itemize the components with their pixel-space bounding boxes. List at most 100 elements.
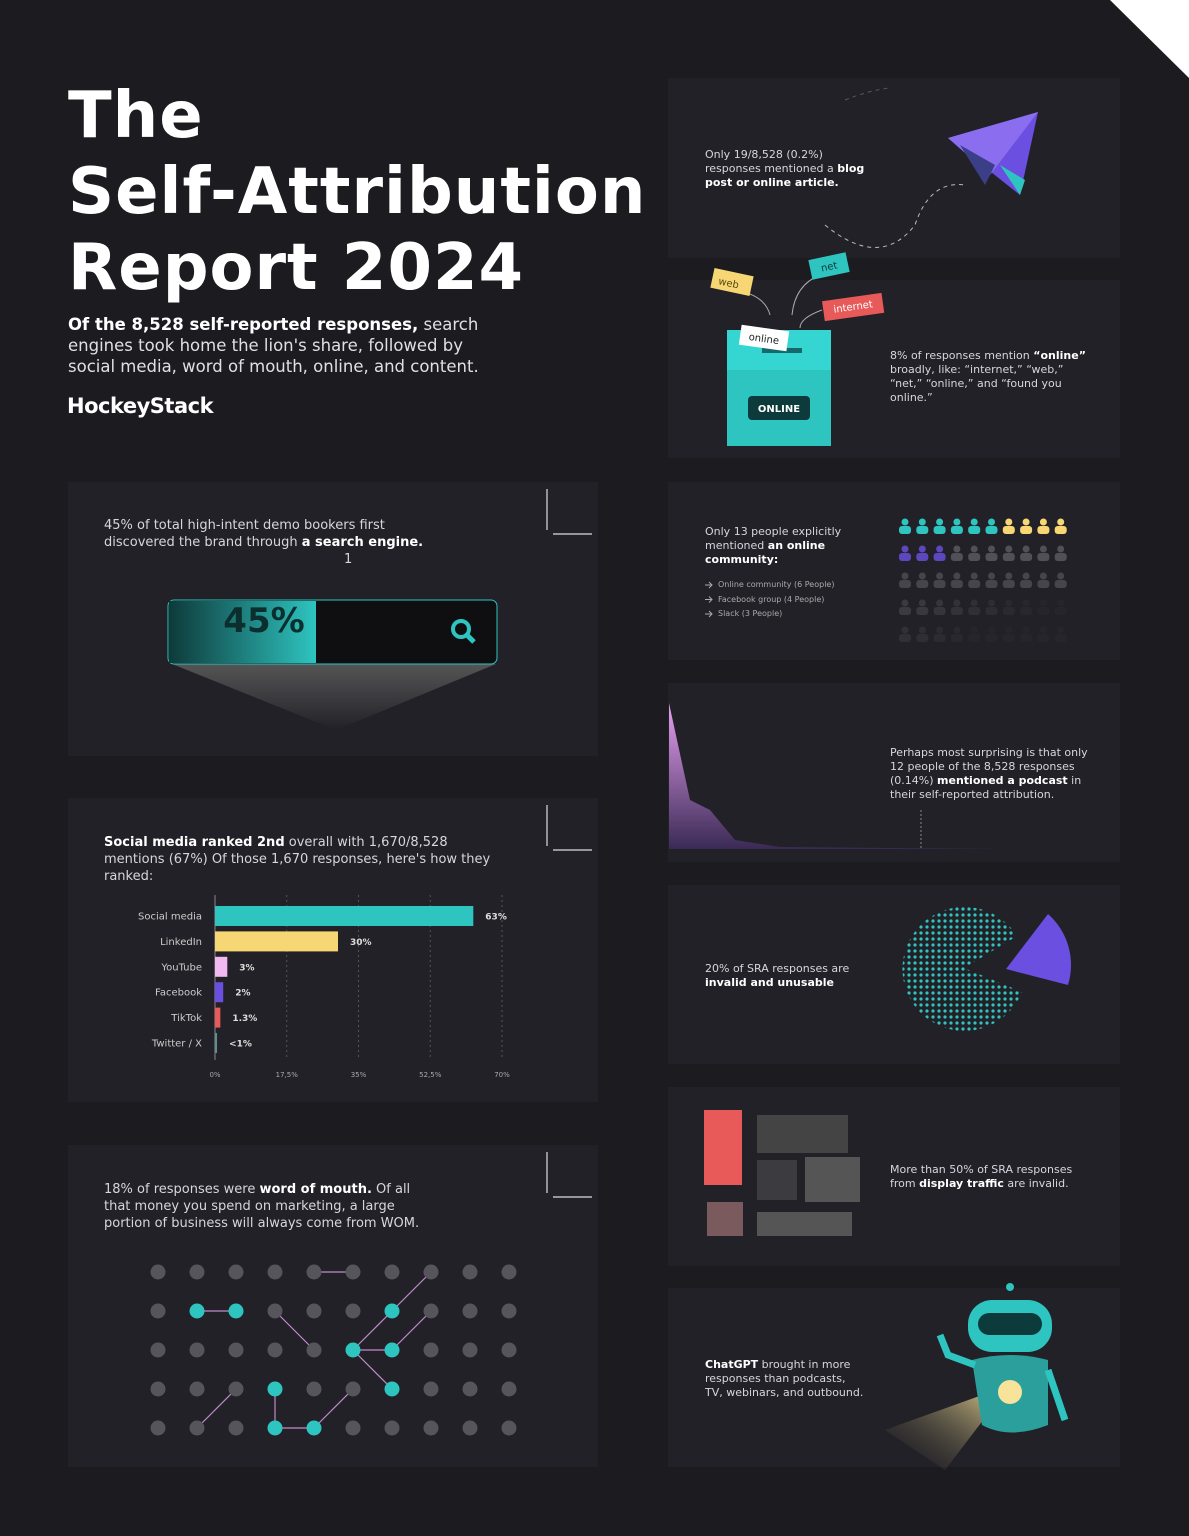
title-line: Report 2024 [68, 231, 525, 305]
person-head [1057, 599, 1065, 607]
person-head [918, 572, 926, 580]
person-body [1002, 580, 1015, 588]
category-label: Twitter / X [151, 1039, 202, 1050]
person-body [985, 634, 998, 642]
person-body [985, 526, 998, 534]
wom-node [423, 1342, 439, 1358]
person-head [1039, 626, 1047, 634]
person-body [899, 526, 911, 534]
person-head [988, 572, 995, 580]
wom-node [150, 1381, 166, 1397]
wom-node [189, 1342, 205, 1358]
x-tick-label: 0% [209, 1071, 220, 1079]
x-tick-label: 17,5% [276, 1071, 299, 1079]
value-label: 2% [235, 989, 250, 999]
person-head [953, 545, 961, 553]
person-head [1005, 518, 1013, 526]
person-head [1039, 599, 1047, 607]
search-value: 45% [223, 601, 304, 641]
wom-node [306, 1264, 322, 1280]
title-line: Self-Attribution [68, 155, 647, 229]
person-head [1057, 545, 1065, 553]
person-head [918, 626, 926, 634]
x-tick-label: 70% [494, 1071, 510, 1079]
card-text: Social media ranked 2nd overall with 1,6… [104, 834, 494, 885]
pie [902, 906, 1072, 1031]
bar [215, 956, 228, 977]
wom-node [345, 1381, 361, 1397]
text-part: are invalid. [1003, 1177, 1069, 1190]
wom-node [306, 1303, 322, 1319]
wom-node [228, 1303, 244, 1319]
text-part: Only 19/8,528 (0.2%) responses mentioned… [705, 148, 838, 175]
person-body [1002, 553, 1015, 561]
person-head [1057, 518, 1065, 526]
person-head [1022, 599, 1030, 607]
person-head [988, 545, 995, 553]
person-body [1054, 607, 1067, 615]
value-label: 3% [239, 963, 254, 973]
wom-node [150, 1303, 166, 1319]
wom-node [423, 1264, 439, 1280]
bar-chart: 0% 17,5% 35% 52,5% 70% Social media 63% LinkedI… [138, 895, 510, 1079]
person-head [988, 599, 995, 607]
list-arrow [705, 596, 713, 603]
x-tick-label: 35% [351, 1071, 367, 1079]
value-label: 63% [485, 913, 507, 923]
text-part: Of the 8,528 self-reported responses, [68, 315, 419, 334]
person-head [1022, 518, 1030, 526]
person-head [953, 572, 961, 580]
person-body [1002, 634, 1015, 642]
person-head [936, 572, 944, 580]
wom-node [228, 1420, 244, 1436]
person-body [950, 526, 963, 534]
text-part: 20% of SRA responses are [705, 962, 850, 975]
wom-node [384, 1381, 400, 1397]
text-part: blog post or online article. [705, 162, 865, 189]
bar [215, 931, 338, 952]
person-body [1002, 607, 1015, 615]
wom-node [384, 1420, 400, 1436]
person-head [936, 545, 944, 553]
bar [215, 1033, 218, 1053]
wom-node [228, 1342, 244, 1358]
person-body [916, 553, 929, 561]
person-body [1002, 526, 1015, 534]
card-text: 18% of responses were word of mouth. Of … [104, 1181, 434, 1232]
wom-node [423, 1420, 439, 1436]
category-label: YouTube [160, 962, 202, 973]
wom-link [391, 1271, 432, 1312]
wom-node [345, 1342, 361, 1358]
person-body [933, 580, 946, 588]
text-part: overall with 1,670/8,528 mentions (67%) … [104, 835, 491, 884]
wom-node [267, 1264, 283, 1280]
person-head [970, 518, 978, 526]
online-box [710, 252, 885, 446]
person-body [916, 607, 929, 615]
wom-link [196, 1388, 237, 1429]
person-body [1037, 526, 1050, 534]
person-body [1054, 526, 1067, 534]
wom-link [352, 1310, 393, 1351]
text-part: 18% of responses were [104, 1182, 260, 1197]
wom-node [501, 1303, 517, 1319]
card-text: Only 13 people explicitly mentioned an o… [705, 525, 855, 567]
person-body [1054, 553, 1067, 561]
person-body [985, 580, 998, 588]
corner-marks [546, 489, 592, 1198]
person-body [916, 526, 929, 534]
card-text: Perhaps most surprising is that only 12 … [890, 746, 1090, 802]
box-label: ONLINE [758, 404, 800, 415]
text-part: word of mouth. [259, 1182, 372, 1197]
person-body [1020, 553, 1033, 561]
wom-node [501, 1264, 517, 1280]
podcast-graph [669, 703, 1000, 849]
person-head [1005, 626, 1013, 634]
wom-link [391, 1310, 432, 1351]
card-text: 45% of total high-intent demo bookers fi… [104, 517, 424, 551]
person-head [1022, 626, 1030, 634]
card-text: 20% of SRA responses are invalid and unu… [705, 962, 865, 990]
person-body [1020, 607, 1033, 615]
bar [215, 906, 474, 926]
text-part: More than 50% of SRA responses from [890, 1163, 1073, 1190]
